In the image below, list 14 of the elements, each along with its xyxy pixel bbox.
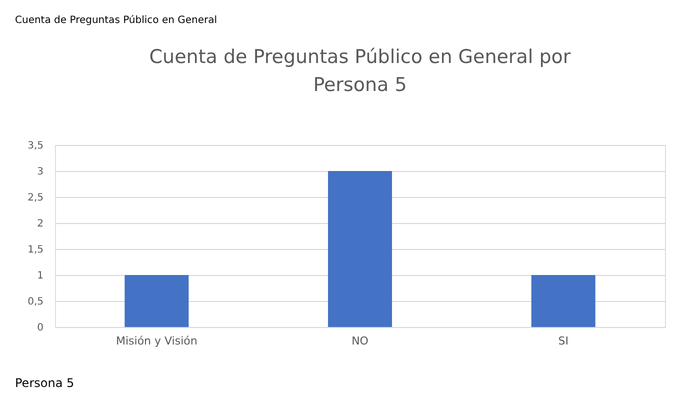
y-tick-label: 2,5 — [28, 192, 44, 204]
y-tick-label: 2 — [37, 218, 44, 230]
text: Cuenta de Preguntas Público en General — [15, 15, 218, 26]
y-tick-label: 1 — [37, 270, 44, 282]
chart-title: Cuenta de Preguntas Público en General por Persona 5 — [149, 46, 571, 96]
text: Persona 5 — [15, 376, 74, 390]
x-tick-label: SI — [558, 334, 568, 348]
x-tick-label: Misión y Visión — [116, 334, 198, 348]
x-tick-label: NO — [352, 334, 369, 348]
y-tick-label: 3 — [37, 166, 44, 178]
y-tick-label: 3,5 — [28, 140, 44, 152]
y-tick-label: 0,5 — [28, 296, 44, 308]
y-tick-label: 0 — [37, 322, 44, 334]
y-tick-label: 1,5 — [28, 244, 44, 256]
